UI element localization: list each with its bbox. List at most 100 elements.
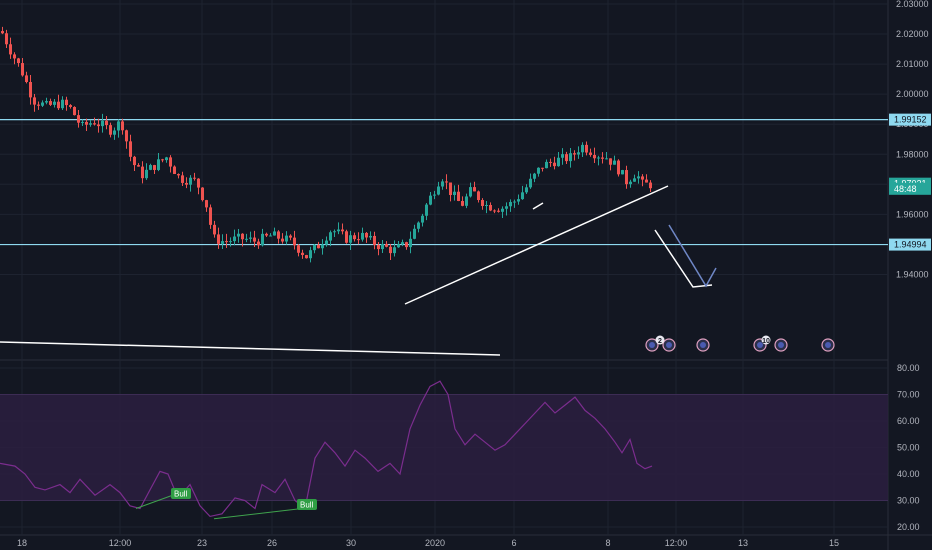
candle: [205, 199, 208, 212]
price-axis[interactable]: 2.030002.020002.010002.000001.990001.980…: [889, 0, 931, 279]
candle-body: [241, 233, 244, 240]
candle: [637, 171, 640, 184]
candle: [553, 156, 556, 170]
ascending-trendline[interactable]: [404, 185, 669, 305]
event-flag-icon[interactable]: [662, 338, 676, 352]
candle-body: [109, 125, 112, 135]
candle: [149, 163, 152, 171]
event-flag-icon[interactable]: [774, 338, 788, 352]
candle-body: [141, 166, 144, 179]
candle-body: [249, 237, 252, 239]
candle: [545, 159, 548, 169]
candle-body: [97, 124, 100, 127]
candle: [185, 177, 188, 189]
candle: [517, 194, 520, 205]
price-tick-label: 1.98000: [896, 149, 929, 159]
candle: [253, 230, 256, 248]
candle: [197, 178, 200, 195]
candle: [325, 236, 328, 247]
candle-body: [581, 144, 584, 153]
time-tick-label: 18: [17, 538, 27, 548]
candle-body: [541, 167, 544, 169]
time-axis[interactable]: 18 12:00 23 26 30 2020 6 8 12:00 13 15: [17, 538, 839, 548]
candle: [501, 206, 504, 218]
candle-body: [545, 161, 548, 169]
bull-signal-badge[interactable]: Bull: [297, 499, 317, 510]
candle-body: [169, 157, 172, 167]
candle-body: [177, 174, 180, 176]
candle-body: [413, 228, 416, 239]
horizontal-levels[interactable]: [0, 119, 888, 246]
candle-body: [61, 99, 64, 109]
candle-body: [521, 192, 524, 200]
candle: [241, 233, 244, 247]
short-trend-segment[interactable]: [532, 202, 544, 210]
event-count-badge[interactable]: 2: [655, 335, 665, 346]
candle-body: [397, 244, 400, 248]
bull-signal-badge[interactable]: Bull: [171, 488, 191, 499]
event-markers[interactable]: 2 10: [645, 335, 835, 352]
candle-body: [17, 58, 20, 64]
candle: [121, 118, 124, 135]
candle-body: [509, 202, 512, 207]
candle-body: [637, 176, 640, 179]
candle: [237, 228, 240, 243]
candle: [573, 150, 576, 161]
descending-trendline[interactable]: [0, 341, 501, 356]
projection-arrow-blue[interactable]: [668, 224, 717, 288]
candle: [445, 174, 448, 190]
candle: [425, 202, 428, 221]
candle: [77, 109, 80, 128]
time-tick-label: 26: [267, 538, 277, 548]
candle: [357, 232, 360, 245]
candle-body: [485, 204, 488, 206]
candle: [497, 208, 500, 213]
candle-body: [565, 154, 568, 162]
candle: [301, 249, 304, 259]
candle-body: [293, 237, 296, 246]
candle-body: [181, 175, 184, 183]
candle: [189, 175, 192, 192]
candle: [469, 182, 472, 198]
candle-body: [309, 250, 312, 259]
price-tick-label: 1.94000: [896, 269, 929, 279]
drawing-tools[interactable]: [0, 185, 717, 356]
event-flag-icon[interactable]: [821, 338, 835, 352]
candle-body: [209, 207, 212, 225]
candle: [557, 151, 560, 167]
candle: [381, 240, 384, 254]
candle-body: [333, 231, 336, 233]
candle: [209, 204, 212, 229]
candle: [37, 101, 40, 110]
price-badge[interactable]: 48:48: [889, 182, 931, 195]
candle: [373, 231, 376, 250]
candle: [461, 196, 464, 207]
time-tick-label: 2020: [425, 538, 445, 548]
price-tick-label: 2.03000: [896, 0, 929, 9]
event-flag-icon[interactable]: [696, 338, 710, 352]
event-count-badge[interactable]: 10: [761, 335, 771, 346]
event-flag-icon[interactable]: [645, 338, 659, 352]
candle: [417, 221, 420, 233]
event-count-circle: [655, 335, 665, 345]
price-badge[interactable]: 1.94994: [889, 238, 931, 251]
rsi-tick-label: 50.00: [897, 443, 920, 453]
candle: [69, 104, 72, 109]
candle: [225, 233, 228, 248]
candle-body: [409, 238, 412, 248]
candle-body: [81, 121, 84, 123]
rsi-tick-label: 20.00: [897, 522, 920, 532]
candle-body: [101, 120, 104, 127]
candle-body: [469, 187, 472, 197]
candle-body: [401, 242, 404, 245]
candle: [589, 148, 592, 157]
candle: [157, 152, 160, 172]
candle-body: [165, 157, 168, 161]
candle: [385, 241, 388, 248]
candle: [345, 229, 348, 244]
price-badge[interactable]: 1.99152: [889, 113, 931, 126]
candle: [265, 232, 268, 238]
rsi-axis[interactable]: 80.00 70.00 60.00 50.00 40.00 30.00 20.00: [897, 363, 920, 532]
candle-body: [173, 166, 176, 175]
